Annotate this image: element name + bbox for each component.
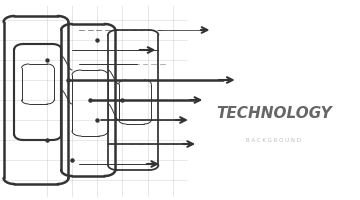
Text: B A C K G R O U N D: B A C K G R O U N D	[246, 138, 301, 142]
Text: TECHNOLOGY: TECHNOLOGY	[216, 106, 332, 121]
